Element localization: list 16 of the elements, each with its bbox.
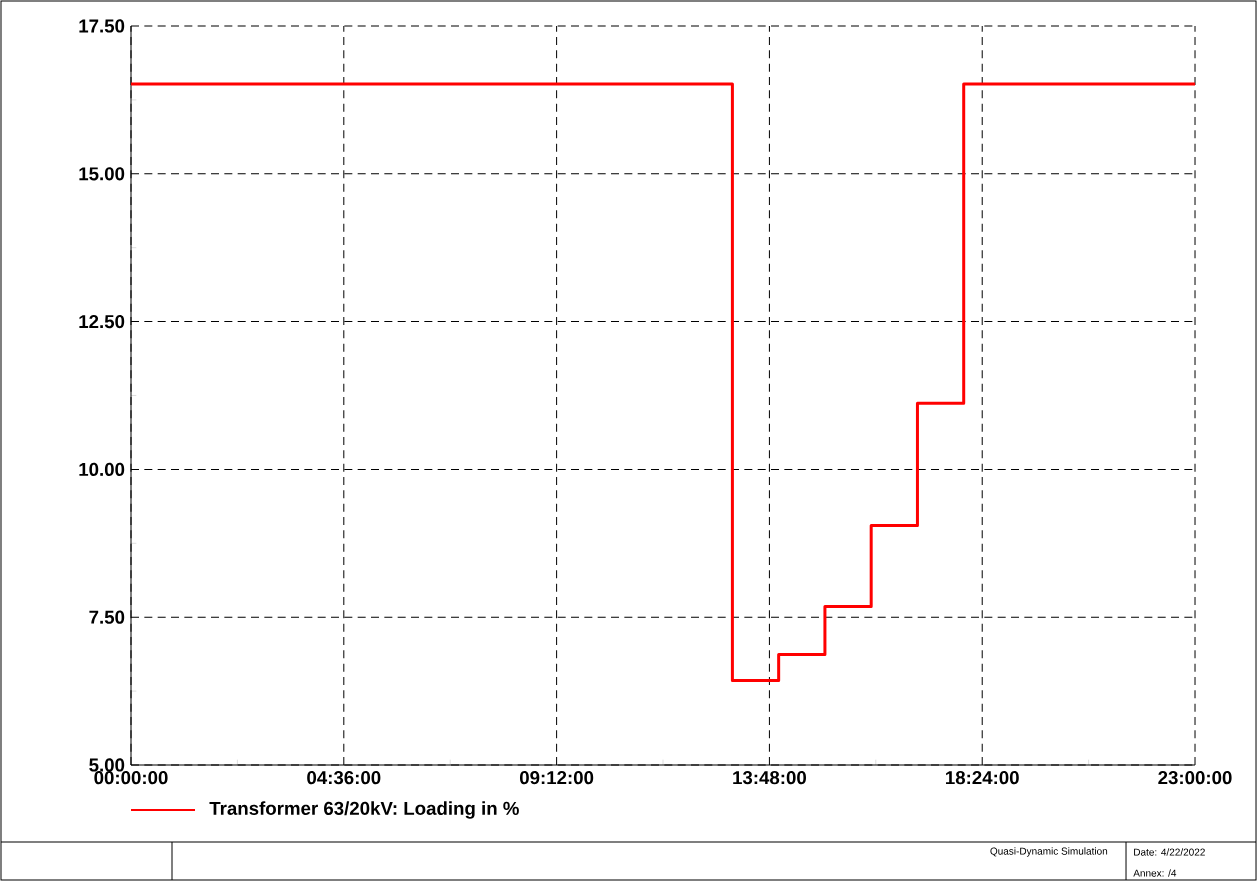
x-tick-label: 13:48:00: [733, 771, 806, 785]
x-tick-label: 18:24:00: [946, 771, 1019, 785]
text: Annex: /4: [1133, 869, 1177, 877]
y-tick-label: 10.00: [79, 462, 125, 477]
x-tick-label: 23:00:00: [1158, 771, 1232, 785]
x-tick-label: 04:36:00: [307, 771, 381, 785]
text: Quasi-Dynamic Simulation: [990, 847, 1108, 857]
y-tick-label: 17.50: [79, 19, 125, 33]
text: Date: 4/22/2022: [1134, 848, 1205, 856]
x-tick-label: 09:12:00: [519, 771, 594, 785]
legend-label: Transformer 63/20kV: Loading in %: [209, 801, 519, 819]
x-tick-label: 00:00:00: [94, 771, 168, 785]
y-tick-label: 12.50: [79, 314, 125, 329]
y-tick-label: 7.50: [89, 610, 125, 624]
y-tick-label: 5.00: [89, 758, 125, 772]
y-tick-label: 15.00: [79, 167, 125, 181]
